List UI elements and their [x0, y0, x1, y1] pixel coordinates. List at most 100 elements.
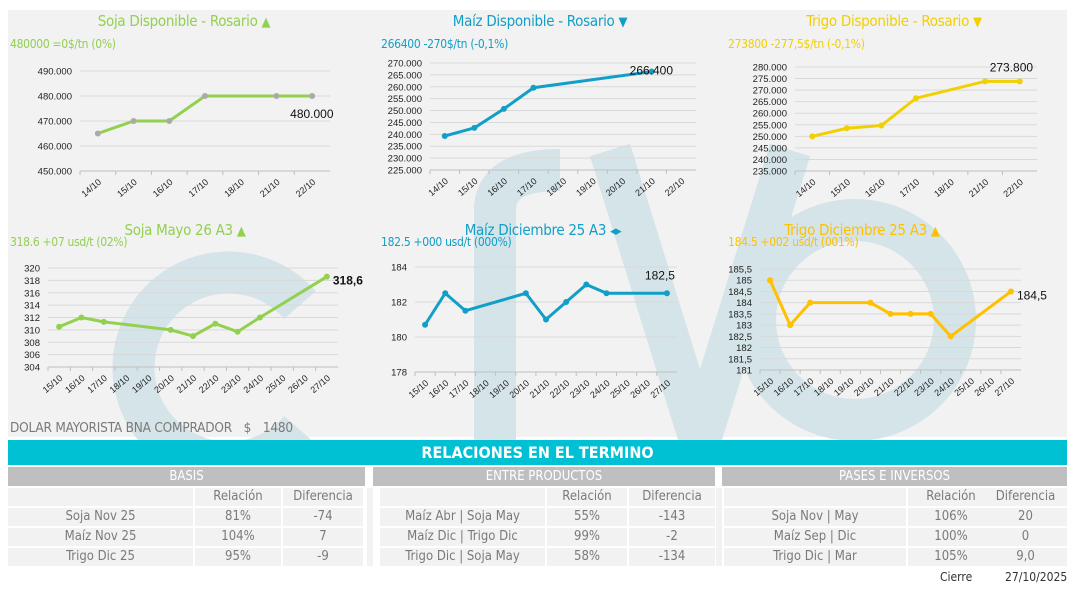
section-header: BASIS [8, 467, 365, 486]
column-header [8, 488, 193, 506]
table-cell: 106% [908, 508, 994, 526]
table-cell: Maíz Nov 25 [8, 528, 193, 546]
x-tick-label: 26/10 [972, 376, 996, 398]
last-value-label: 273.800 [990, 60, 1034, 74]
y-tick-label: 270.000 [753, 86, 787, 97]
x-tick-label: 14/10 [79, 177, 103, 199]
x-tick-label: 15/10 [752, 376, 776, 398]
table-cell: 104% [195, 528, 281, 546]
x-tick-label: 17/10 [898, 177, 922, 199]
y-tick-label: 265.000 [388, 70, 422, 81]
data-point [166, 118, 173, 124]
relaciones-title: RELACIONES EN EL TERMINO [8, 440, 1067, 465]
x-tick-label: 17/10 [85, 373, 109, 395]
data-point [543, 316, 549, 323]
table-cell: Soja Nov | May [724, 508, 906, 526]
column-header [724, 488, 906, 506]
table-cell: 55% [547, 508, 627, 526]
data-point [843, 125, 850, 132]
data-point [809, 133, 816, 140]
chart-subtitle: 480000 =0$/tn (0%) [10, 37, 116, 51]
y-tick-label: 225.000 [388, 166, 422, 177]
x-tick-label: 25/10 [952, 376, 976, 398]
trend-icon: ▲ [236, 224, 246, 239]
data-point [500, 105, 507, 112]
column-header: Relación [908, 488, 994, 506]
x-tick-label: 15/10 [407, 378, 431, 400]
data-point [309, 93, 316, 99]
y-tick-label: 183,5 [728, 309, 752, 320]
y-tick-label: 181,5 [728, 354, 752, 365]
x-tick-label: 22/10 [892, 376, 916, 398]
data-point [471, 124, 478, 131]
x-tick-label: 26/10 [286, 373, 310, 395]
data-point [913, 95, 919, 102]
trend-icon: ▼ [973, 15, 982, 30]
y-tick-label: 178 [391, 368, 407, 379]
chart-title-text: Soja Disponible - Rosario [97, 12, 258, 30]
y-tick-label: 184,5 [728, 287, 752, 298]
x-tick-label: 16/10 [863, 177, 887, 199]
last-value-label: 182,5 [645, 268, 675, 282]
x-tick-label: 18/10 [222, 177, 246, 199]
dolar-value: 1480 [262, 420, 293, 436]
x-tick-label: 23/10 [912, 376, 936, 398]
chart-title-text: Trigo Disponible - Rosario [806, 12, 970, 30]
table-cell: 100% [908, 528, 994, 546]
y-tick-label: 280.000 [753, 63, 787, 74]
table-cell: 7 [283, 528, 363, 546]
y-tick-label: 230.000 [388, 154, 422, 165]
section-separator [367, 488, 373, 566]
table-cell: -143 [629, 508, 715, 526]
x-tick-label: 22/10 [1001, 177, 1025, 199]
data-point [767, 277, 774, 284]
table-cell: -2 [629, 528, 715, 546]
data-point [648, 68, 655, 75]
chart-title: Trigo Diciembre 25 A3 ▲ [712, 221, 1012, 239]
chart-title: Maíz Diciembre 25 A3 ◂▸ [393, 221, 693, 239]
table-cell: 58% [547, 548, 627, 566]
x-tick-label: 16/10 [485, 176, 509, 198]
y-tick-label: 184 [736, 298, 752, 309]
series-line [811, 79, 1020, 138]
y-tick-label: 306 [24, 350, 40, 361]
x-tick-label: 21/10 [967, 177, 991, 199]
data-point [927, 310, 934, 317]
y-tick-label: 182 [736, 343, 752, 354]
x-tick-label: 21/10 [175, 373, 199, 395]
table-cell: Maíz Dic | Trigo Dic [380, 528, 545, 546]
cierre-date: 27/10/2025 [1005, 570, 1068, 584]
chart-subtitle: 273800 -277,5$/tn (-0,1%) [728, 37, 865, 51]
x-tick-label: 22/10 [294, 177, 318, 199]
y-tick-label: 183 [736, 321, 752, 332]
y-tick-label: 275.000 [753, 74, 787, 85]
x-tick-label: 15/10 [456, 176, 480, 198]
x-tick-label: 21/10 [872, 376, 896, 398]
y-tick-label: 320 [24, 264, 40, 275]
x-tick-label: 20/10 [852, 376, 876, 398]
column-header: Diferencia [629, 488, 715, 506]
section-header: ENTRE PRODUCTOS [373, 467, 715, 486]
trend-icon: ▲ [261, 15, 271, 30]
y-tick-label: 304 [24, 363, 40, 374]
data-point [603, 290, 610, 297]
y-tick-label: 182,5 [728, 332, 752, 343]
x-tick-label: 15/10 [41, 373, 65, 395]
chart-subtitle: 266400 -270$/tn (-0,1%) [381, 37, 508, 51]
y-tick-label: 308 [24, 338, 40, 349]
x-tick-label: 20/10 [152, 373, 176, 395]
y-tick-label: 450.000 [38, 167, 72, 178]
data-point [100, 318, 107, 325]
x-tick-label: 25/10 [264, 373, 288, 395]
y-tick-label: 314 [24, 301, 40, 312]
y-tick-label: 310 [24, 325, 40, 336]
table-cell: 105% [908, 548, 994, 566]
x-tick-label: 24/10 [242, 373, 266, 395]
data-point [1007, 288, 1014, 295]
data-point [982, 78, 989, 85]
dolar-currency: $ [243, 420, 252, 436]
chart-title: Maíz Disponible - Rosario ▼ [390, 12, 690, 30]
x-tick-label: 21/10 [633, 176, 657, 198]
x-tick-label: 17/10 [187, 177, 211, 199]
y-tick-label: 260.000 [753, 109, 787, 120]
